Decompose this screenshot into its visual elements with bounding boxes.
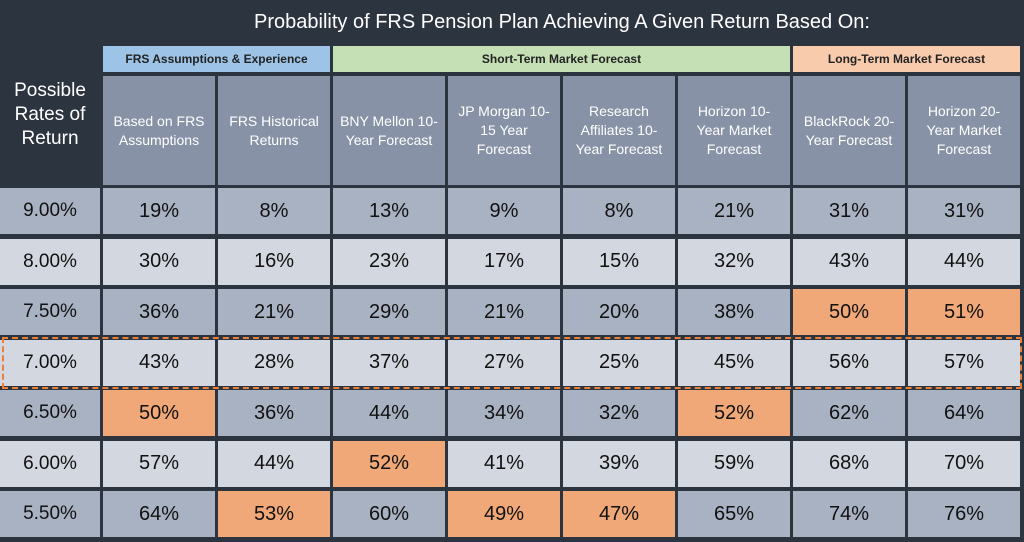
- value-cell: 31%: [793, 188, 905, 234]
- value-cell: 74%: [793, 491, 905, 537]
- column-header: Horizon 10-Year Market Forecast: [678, 76, 790, 185]
- value-cell: 45%: [678, 339, 790, 386]
- rate-cell: 6.00%: [0, 440, 100, 487]
- row-outline: [2, 336, 1022, 389]
- value-cell: 60%: [333, 491, 445, 537]
- value-cell: 21%: [678, 188, 790, 234]
- group-header: Short-Term Market Forecast: [333, 46, 790, 72]
- value-cell: 32%: [678, 238, 790, 285]
- value-cell: 19%: [103, 188, 215, 234]
- value-cell: 20%: [563, 289, 675, 335]
- value-cell: 37%: [333, 339, 445, 386]
- value-cell: 50%: [103, 390, 215, 436]
- value-cell: 65%: [678, 491, 790, 537]
- value-cell: 43%: [793, 238, 905, 285]
- group-header: Long-Term Market Forecast: [793, 46, 1020, 72]
- value-cell: 44%: [218, 440, 330, 487]
- value-cell: 32%: [563, 390, 675, 436]
- column-header: Research Affiliates 10-Year Forecast: [563, 76, 675, 185]
- value-cell: 39%: [563, 440, 675, 487]
- rate-cell: 7.00%: [0, 339, 100, 386]
- value-cell: 43%: [103, 339, 215, 386]
- value-cell: 23%: [333, 238, 445, 285]
- value-cell: 28%: [218, 339, 330, 386]
- value-cell: 59%: [678, 440, 790, 487]
- row-header: Possible Rates of Return: [14, 79, 86, 149]
- value-cell: 17%: [448, 238, 560, 285]
- value-cell: 51%: [908, 289, 1020, 335]
- value-cell: 76%: [908, 491, 1020, 537]
- title: Probability of FRS Pension Plan Achievin…: [254, 10, 870, 33]
- value-cell: 41%: [448, 440, 560, 487]
- value-cell: 21%: [218, 289, 330, 335]
- value-cell: 53%: [218, 491, 330, 537]
- value-cell: 44%: [333, 390, 445, 436]
- column-header: BNY Mellon 10-Year Forecast: [333, 76, 445, 185]
- column-header: JP Morgan 10-15 Year Forecast: [448, 76, 560, 185]
- value-cell: 49%: [448, 491, 560, 537]
- value-cell: 36%: [218, 390, 330, 436]
- rate-cell: 9.00%: [0, 188, 100, 234]
- value-cell: 8%: [563, 188, 675, 234]
- value-cell: 57%: [103, 440, 215, 487]
- column-header: FRS Historical Returns: [218, 76, 330, 185]
- value-cell: 57%: [908, 339, 1020, 386]
- rate-cell: 6.50%: [0, 390, 100, 436]
- value-cell: 62%: [793, 390, 905, 436]
- value-cell: 16%: [218, 238, 330, 285]
- column-header: BlackRock 20-Year Forecast: [793, 76, 905, 185]
- value-cell: 36%: [103, 289, 215, 335]
- value-cell: 8%: [218, 188, 330, 234]
- value-cell: 31%: [908, 188, 1020, 234]
- rate-cell: 8.00%: [0, 238, 100, 285]
- value-cell: 21%: [448, 289, 560, 335]
- value-cell: 15%: [563, 238, 675, 285]
- column-header: Horizon 20-Year Market Forecast: [908, 76, 1020, 185]
- value-cell: 9%: [448, 188, 560, 234]
- value-cell: 27%: [448, 339, 560, 386]
- value-cell: 30%: [103, 238, 215, 285]
- value-cell: 64%: [103, 491, 215, 537]
- rate-cell: 7.50%: [0, 289, 100, 335]
- value-cell: 50%: [793, 289, 905, 335]
- value-cell: 68%: [793, 440, 905, 487]
- rate-cell: 5.50%: [0, 491, 100, 537]
- value-cell: 13%: [333, 188, 445, 234]
- value-cell: 29%: [333, 289, 445, 335]
- value-cell: 70%: [908, 440, 1020, 487]
- value-cell: 25%: [563, 339, 675, 386]
- value-cell: 44%: [908, 238, 1020, 285]
- group-header: FRS Assumptions & Experience: [103, 46, 330, 72]
- column-header: Based on FRS Assumptions: [103, 76, 215, 185]
- value-cell: 38%: [678, 289, 790, 335]
- value-cell: 47%: [563, 491, 675, 537]
- value-cell: 34%: [448, 390, 560, 436]
- value-cell: 64%: [908, 390, 1020, 436]
- value-cell: 52%: [333, 440, 445, 487]
- value-cell: 56%: [793, 339, 905, 386]
- value-cell: 52%: [678, 390, 790, 436]
